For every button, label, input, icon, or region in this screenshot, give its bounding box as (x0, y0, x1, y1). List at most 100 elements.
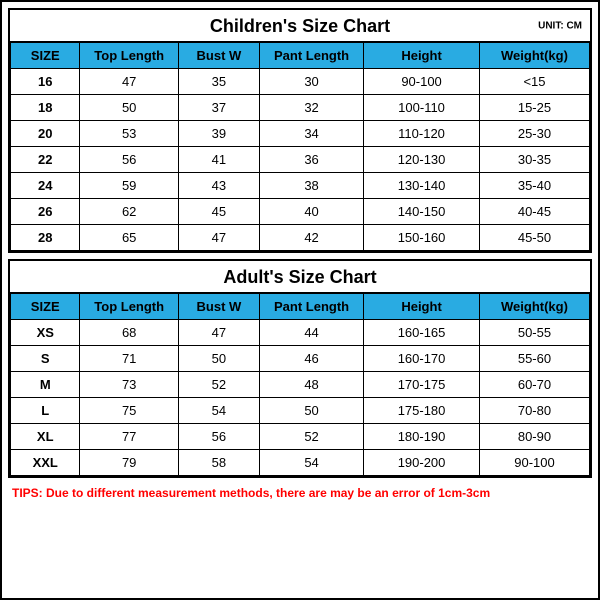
data-cell: 41 (178, 147, 259, 173)
data-cell: 190-200 (364, 450, 480, 476)
data-cell: 90-100 (479, 450, 589, 476)
children-table: SIZETop LengthBust WPant LengthHeightWei… (10, 42, 590, 251)
column-header: Height (364, 294, 480, 320)
data-cell: 80-90 (479, 424, 589, 450)
data-cell: 160-165 (364, 320, 480, 346)
column-header: Height (364, 43, 480, 69)
data-cell: 54 (178, 398, 259, 424)
data-cell: 53 (80, 121, 178, 147)
data-cell: 79 (80, 450, 178, 476)
data-cell: 110-120 (364, 121, 480, 147)
data-cell: 50 (178, 346, 259, 372)
data-cell: 43 (178, 173, 259, 199)
data-cell: 37 (178, 95, 259, 121)
size-cell: 18 (11, 95, 80, 121)
table-header-row: SIZETop LengthBust WPant LengthHeightWei… (11, 43, 590, 69)
data-cell: 30 (259, 69, 363, 95)
data-cell: 50-55 (479, 320, 589, 346)
column-header: SIZE (11, 43, 80, 69)
data-cell: 90-100 (364, 69, 480, 95)
data-cell: 15-25 (479, 95, 589, 121)
size-cell: 24 (11, 173, 80, 199)
data-cell: 160-170 (364, 346, 480, 372)
column-header: Pant Length (259, 43, 363, 69)
data-cell: 45-50 (479, 225, 589, 251)
data-cell: 35 (178, 69, 259, 95)
data-cell: 47 (178, 225, 259, 251)
table-row: 18503732100-11015-25 (11, 95, 590, 121)
size-cell: 20 (11, 121, 80, 147)
table-row: M735248170-17560-70 (11, 372, 590, 398)
table-row: XS684744160-16550-55 (11, 320, 590, 346)
size-cell: 16 (11, 69, 80, 95)
data-cell: 47 (178, 320, 259, 346)
column-header: Bust W (178, 294, 259, 320)
data-cell: 140-150 (364, 199, 480, 225)
size-cell: M (11, 372, 80, 398)
adult-chart-title: Adult's Size Chart (223, 267, 376, 287)
table-row: 20533934110-12025-30 (11, 121, 590, 147)
size-chart-container: Children's Size Chart UNIT: CM SIZETop L… (0, 0, 600, 600)
column-header: Weight(kg) (479, 43, 589, 69)
size-cell: XL (11, 424, 80, 450)
children-chart-title: Children's Size Chart (210, 16, 390, 36)
data-cell: 52 (259, 424, 363, 450)
data-cell: 52 (178, 372, 259, 398)
data-cell: 54 (259, 450, 363, 476)
size-cell: XS (11, 320, 80, 346)
data-cell: 40 (259, 199, 363, 225)
data-cell: 35-40 (479, 173, 589, 199)
table-row: 28654742150-16045-50 (11, 225, 590, 251)
data-cell: 34 (259, 121, 363, 147)
data-cell: 56 (80, 147, 178, 173)
data-cell: 59 (80, 173, 178, 199)
data-cell: 175-180 (364, 398, 480, 424)
children-size-chart: Children's Size Chart UNIT: CM SIZETop L… (8, 8, 592, 253)
data-cell: 36 (259, 147, 363, 173)
data-cell: 60-70 (479, 372, 589, 398)
data-cell: 62 (80, 199, 178, 225)
adult-size-chart: Adult's Size Chart SIZETop LengthBust WP… (8, 259, 592, 478)
size-cell: L (11, 398, 80, 424)
data-cell: 180-190 (364, 424, 480, 450)
data-cell: 46 (259, 346, 363, 372)
table-row: 26624540140-15040-45 (11, 199, 590, 225)
data-cell: 48 (259, 372, 363, 398)
size-cell: 28 (11, 225, 80, 251)
table-row: 22564136120-13030-35 (11, 147, 590, 173)
column-header: Weight(kg) (479, 294, 589, 320)
data-cell: 50 (80, 95, 178, 121)
data-cell: 58 (178, 450, 259, 476)
size-cell: S (11, 346, 80, 372)
data-cell: 68 (80, 320, 178, 346)
data-cell: 38 (259, 173, 363, 199)
table-row: 24594338130-14035-40 (11, 173, 590, 199)
adult-table: SIZETop LengthBust WPant LengthHeightWei… (10, 293, 590, 476)
tips-text: TIPS: Due to different measurement metho… (8, 484, 592, 500)
data-cell: 65 (80, 225, 178, 251)
data-cell: 150-160 (364, 225, 480, 251)
size-cell: 22 (11, 147, 80, 173)
column-header: SIZE (11, 294, 80, 320)
column-header: Top Length (80, 294, 178, 320)
data-cell: 50 (259, 398, 363, 424)
table-row: XL775652180-19080-90 (11, 424, 590, 450)
data-cell: 55-60 (479, 346, 589, 372)
data-cell: 32 (259, 95, 363, 121)
unit-label: UNIT: CM (538, 20, 582, 31)
data-cell: 42 (259, 225, 363, 251)
data-cell: 77 (80, 424, 178, 450)
column-header: Top Length (80, 43, 178, 69)
data-cell: 130-140 (364, 173, 480, 199)
data-cell: 39 (178, 121, 259, 147)
data-cell: 56 (178, 424, 259, 450)
data-cell: 70-80 (479, 398, 589, 424)
data-cell: 73 (80, 372, 178, 398)
children-chart-title-row: Children's Size Chart UNIT: CM (10, 10, 590, 42)
table-header-row: SIZETop LengthBust WPant LengthHeightWei… (11, 294, 590, 320)
table-row: S715046160-17055-60 (11, 346, 590, 372)
table-row: L755450175-18070-80 (11, 398, 590, 424)
data-cell: 40-45 (479, 199, 589, 225)
data-cell: 30-35 (479, 147, 589, 173)
data-cell: <15 (479, 69, 589, 95)
